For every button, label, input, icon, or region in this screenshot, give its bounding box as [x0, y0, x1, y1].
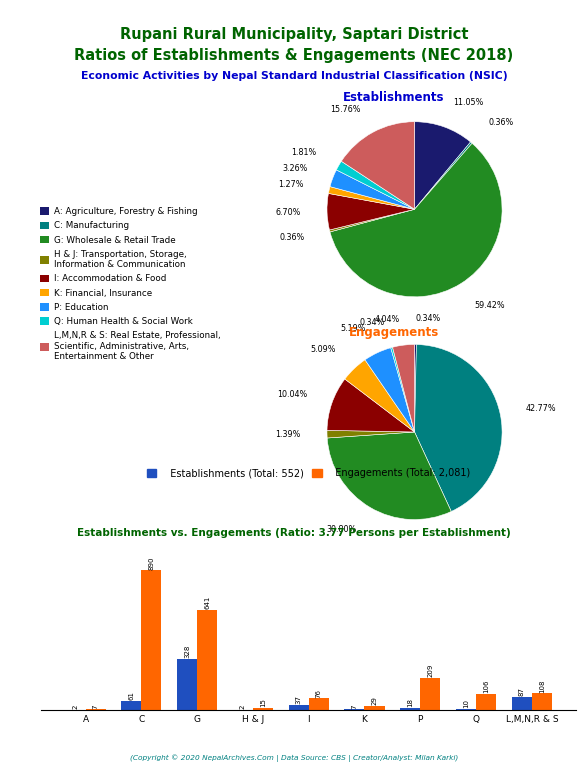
Wedge shape [415, 122, 470, 210]
Wedge shape [327, 379, 415, 432]
Wedge shape [330, 170, 415, 210]
Text: 7: 7 [352, 704, 358, 709]
Text: 2: 2 [240, 705, 246, 710]
Text: 5.19%: 5.19% [340, 324, 366, 333]
Text: 15: 15 [260, 699, 266, 707]
Wedge shape [345, 359, 415, 432]
Text: Engagements: Engagements [349, 326, 439, 339]
Bar [253, 708, 273, 710]
Text: 2: 2 [72, 705, 79, 710]
Text: 7: 7 [92, 704, 99, 709]
Bar [365, 706, 385, 710]
Wedge shape [393, 345, 415, 432]
Text: 87: 87 [519, 687, 525, 696]
Text: 1.39%: 1.39% [275, 430, 300, 439]
Wedge shape [329, 210, 415, 232]
Bar [289, 704, 309, 710]
Text: 11.05%: 11.05% [453, 98, 484, 107]
Bar [420, 677, 440, 710]
Wedge shape [327, 430, 415, 438]
Bar [456, 709, 476, 710]
Legend: A: Agriculture, Forestry & Fishing, C: Manufacturing, G: Wholesale & Retail Trad: A: Agriculture, Forestry & Fishing, C: M… [39, 207, 220, 361]
Text: 5.09%: 5.09% [310, 345, 336, 354]
Text: 0.34%: 0.34% [416, 313, 441, 323]
Legend:   Establishments (Total: 552),   Engagements (Total: 2,081): Establishments (Total: 552), Engagements… [143, 465, 475, 482]
Text: 1.27%: 1.27% [278, 180, 303, 189]
Wedge shape [415, 345, 502, 511]
Text: 15.76%: 15.76% [330, 104, 360, 114]
Wedge shape [341, 122, 415, 210]
Text: 1.81%: 1.81% [290, 148, 316, 157]
Text: Establishments vs. Engagements (Ratio: 3.77 Persons per Establishment): Establishments vs. Engagements (Ratio: 3… [77, 528, 511, 538]
Text: 0.34%: 0.34% [359, 318, 385, 326]
Bar [476, 694, 496, 710]
Text: Rupani Rural Municipality, Saptari District: Rupani Rural Municipality, Saptari Distr… [120, 27, 468, 42]
Text: 0.36%: 0.36% [279, 233, 304, 242]
Text: 0.36%: 0.36% [489, 118, 513, 127]
Bar [400, 707, 420, 710]
Wedge shape [365, 348, 415, 432]
Wedge shape [336, 161, 415, 210]
Text: 6.70%: 6.70% [275, 208, 301, 217]
Bar [121, 701, 141, 710]
Wedge shape [415, 142, 472, 210]
Text: 18: 18 [407, 698, 413, 707]
Wedge shape [330, 144, 502, 296]
Bar [197, 610, 217, 710]
Text: 59.42%: 59.42% [475, 301, 506, 310]
Text: 3.26%: 3.26% [283, 164, 308, 174]
Bar [177, 659, 197, 710]
Wedge shape [329, 187, 415, 210]
Text: 29: 29 [372, 697, 377, 705]
Text: 106: 106 [483, 680, 489, 693]
Text: 4.04%: 4.04% [375, 315, 400, 323]
Text: 76: 76 [316, 689, 322, 698]
Bar [141, 571, 162, 710]
Text: 328: 328 [184, 645, 190, 658]
Wedge shape [327, 432, 451, 519]
Text: 108: 108 [539, 679, 545, 693]
Text: 37: 37 [296, 695, 302, 704]
Text: Establishments: Establishments [343, 91, 445, 104]
Text: Economic Activities by Nepal Standard Industrial Classification (NSIC): Economic Activities by Nepal Standard In… [81, 71, 507, 81]
Text: 61: 61 [128, 691, 134, 700]
Text: 10.04%: 10.04% [277, 390, 307, 399]
Text: Ratios of Establishments & Engagements (NEC 2018): Ratios of Establishments & Engagements (… [74, 48, 514, 63]
Wedge shape [391, 347, 415, 432]
Bar [512, 697, 532, 710]
Text: (Copyright © 2020 NepalArchives.Com | Data Source: CBS | Creator/Analyst: Milan : (Copyright © 2020 NepalArchives.Com | Da… [130, 754, 458, 762]
Bar [309, 698, 329, 710]
Text: 641: 641 [204, 596, 210, 609]
Wedge shape [327, 194, 415, 230]
Wedge shape [415, 345, 416, 432]
Bar [532, 694, 552, 710]
Text: 10: 10 [463, 699, 469, 708]
Text: 30.80%: 30.80% [326, 525, 356, 535]
Text: 42.77%: 42.77% [526, 404, 557, 413]
Text: 890: 890 [148, 556, 155, 570]
Text: 209: 209 [427, 664, 433, 677]
